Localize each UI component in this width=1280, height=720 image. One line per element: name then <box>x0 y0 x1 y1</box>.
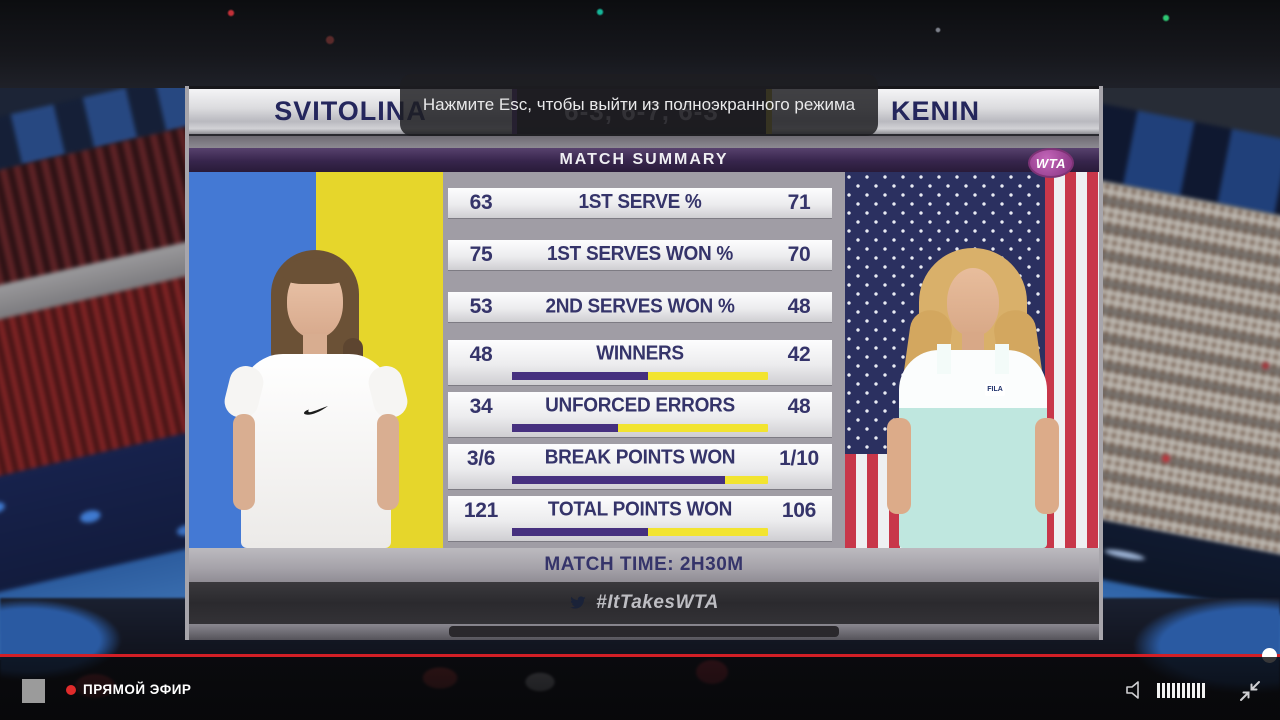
live-label: ПРЯМОЙ ЭФИР <box>83 682 192 697</box>
nike-swoosh-icon <box>304 406 328 415</box>
twitter-bird-icon <box>570 596 586 609</box>
match-time-bar: MATCH TIME: 2H30M <box>189 548 1099 582</box>
stat-bar-left-share <box>512 424 619 432</box>
summary-body: 63 1ST SERVE % 71 75 1ST SERVES WON % 70… <box>189 172 1099 548</box>
card-footer-frame <box>189 624 1099 640</box>
progress-bar[interactable] <box>0 654 1280 657</box>
match-time: MATCH TIME: 2H30M <box>544 554 744 575</box>
fullscreen-exit-toast-text: Нажмите Esc, чтобы выйти из полноэкранно… <box>422 95 856 114</box>
frame-strip <box>189 136 1099 148</box>
stat-right-value: 70 <box>787 243 811 266</box>
stat-comparison-bar <box>512 528 768 536</box>
stat-left-value: 3/6 <box>466 447 496 470</box>
arena-left-stands <box>0 88 187 660</box>
stats-table: 63 1ST SERVE % 71 75 1ST SERVES WON % 70… <box>443 172 845 548</box>
stat-label: 1ST SERVES WON % <box>547 243 733 266</box>
stat-row: 63 1ST SERVE % 71 <box>448 188 832 218</box>
stat-left-value: 63 <box>469 191 493 214</box>
wta-logo-text: WTA <box>1035 155 1067 171</box>
live-dot-icon <box>66 684 76 695</box>
stat-comparison-bar <box>512 476 768 484</box>
stat-bar-left-share <box>512 372 649 380</box>
stat-comparison-bar <box>512 424 768 432</box>
stop-button[interactable] <box>22 679 45 703</box>
hashtag: #ItTakesWTA <box>596 592 719 613</box>
exit-fullscreen-button[interactable] <box>1238 679 1262 703</box>
player-right-name: KENIN <box>890 96 980 126</box>
stat-left-value: 121 <box>463 499 499 522</box>
fila-logo: FILA <box>985 384 1005 396</box>
summary-title: MATCH SUMMARY <box>559 151 729 168</box>
stat-left-value: 75 <box>469 243 493 266</box>
volume-mute-icon[interactable] <box>1124 680 1146 700</box>
card-stand <box>449 626 839 637</box>
stat-bar-left-share <box>512 476 726 484</box>
hashtag-bar: #ItTakesWTA <box>189 582 1099 624</box>
stat-bar-left-share <box>512 528 649 536</box>
stat-row: 48 WINNERS 42 <box>448 340 832 385</box>
control-bar-background <box>0 657 1280 720</box>
stat-label: TOTAL POINTS WON <box>547 498 733 521</box>
stat-label: UNFORCED ERRORS <box>545 394 735 417</box>
fullscreen-exit-toast: Нажмите Esc, чтобы выйти из полноэкранно… <box>400 74 878 136</box>
stat-right-value: 48 <box>787 295 811 318</box>
stat-row: 34 UNFORCED ERRORS 48 <box>448 392 832 437</box>
stat-right-value: 71 <box>787 191 811 214</box>
player-left-panel <box>189 172 443 548</box>
stat-right-value: 48 <box>787 395 811 418</box>
stat-label: 1ST SERVE % <box>578 191 702 214</box>
stat-label: BREAK POINTS WON <box>544 446 736 469</box>
stat-right-value: 42 <box>787 343 811 366</box>
player-right-section: KENIN <box>772 89 1099 134</box>
stat-row: 121 TOTAL POINTS WON 106 <box>448 496 832 541</box>
stat-label: 2ND SERVES WON % <box>545 295 735 318</box>
stat-right-value: 1/10 <box>779 447 819 470</box>
volume-level-meter[interactable] <box>1157 683 1205 698</box>
stat-label: WINNERS <box>596 342 684 365</box>
player-right-panel: FILA <box>845 172 1099 548</box>
stat-left-value: 34 <box>469 395 493 418</box>
player-control-bar: ПРЯМОЙ ЭФИР <box>0 646 1280 720</box>
player-left-photo <box>211 248 421 548</box>
stat-row: 53 2ND SERVES WON % 48 <box>448 292 832 322</box>
summary-header: MATCH SUMMARY <box>189 148 1099 172</box>
stat-row: 3/6 BREAK POINTS WON 1/10 <box>448 444 832 489</box>
wta-logo: WTA <box>1028 148 1074 178</box>
stat-comparison-bar <box>512 372 768 380</box>
match-summary-card: SVITOLINA 6-3, 6-7, 6-3 KENIN MATCH SUMM… <box>185 86 1103 640</box>
stat-row: 75 1ST SERVES WON % 70 <box>448 240 832 270</box>
arena-right-stands <box>1103 88 1280 660</box>
player-right-photo: FILA <box>867 248 1077 548</box>
stat-right-value: 106 <box>781 499 817 522</box>
stat-left-value: 48 <box>469 343 493 366</box>
live-indicator: ПРЯМОЙ ЭФИР <box>66 682 191 697</box>
stat-left-value: 53 <box>469 295 493 318</box>
